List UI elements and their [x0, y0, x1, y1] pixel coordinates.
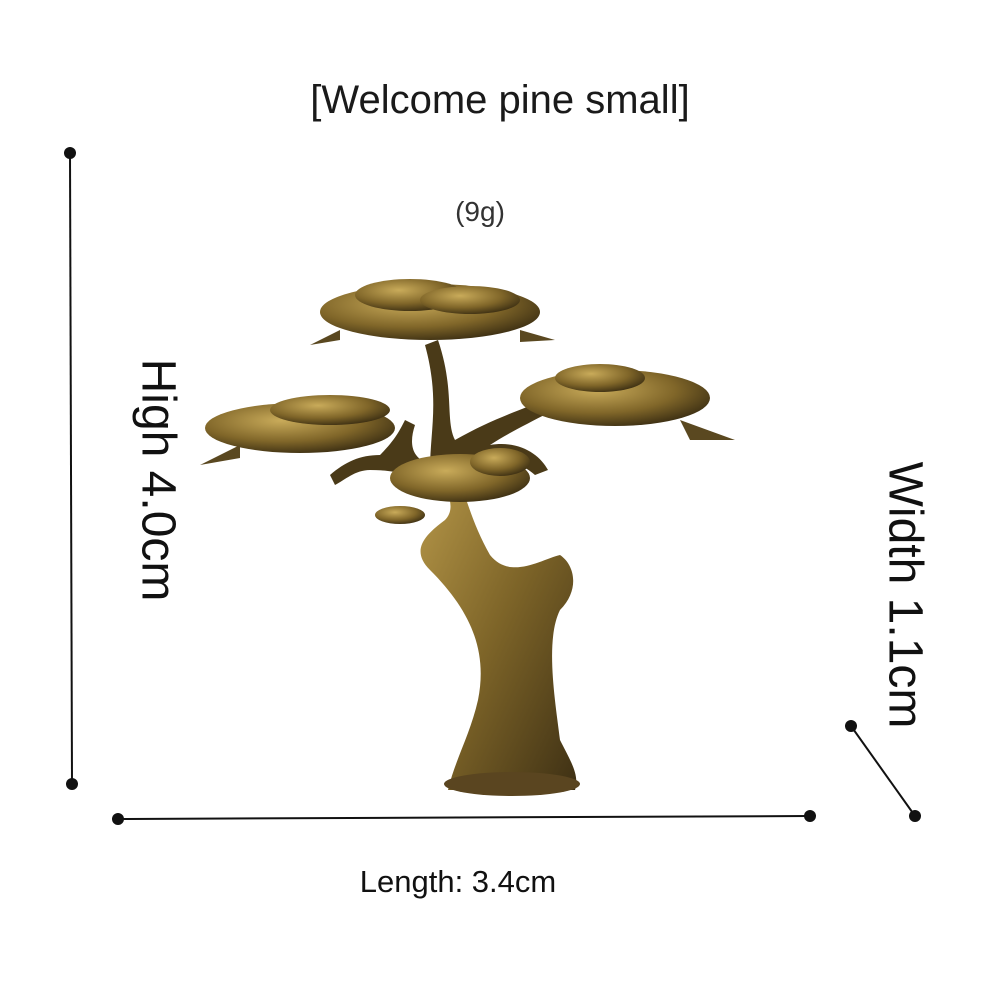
weight-label: (9g) — [455, 196, 505, 227]
height-label: High 4.0cm — [131, 358, 185, 602]
length-label: Length: 3.4cm — [359, 864, 557, 899]
product-title: [Welcome pine small] — [310, 78, 690, 122]
width-line — [845, 720, 921, 822]
pine-tree-figurine — [200, 279, 735, 796]
length-line — [112, 810, 816, 825]
width-label: Width 1.1cm — [878, 461, 932, 729]
height-line — [64, 147, 78, 790]
